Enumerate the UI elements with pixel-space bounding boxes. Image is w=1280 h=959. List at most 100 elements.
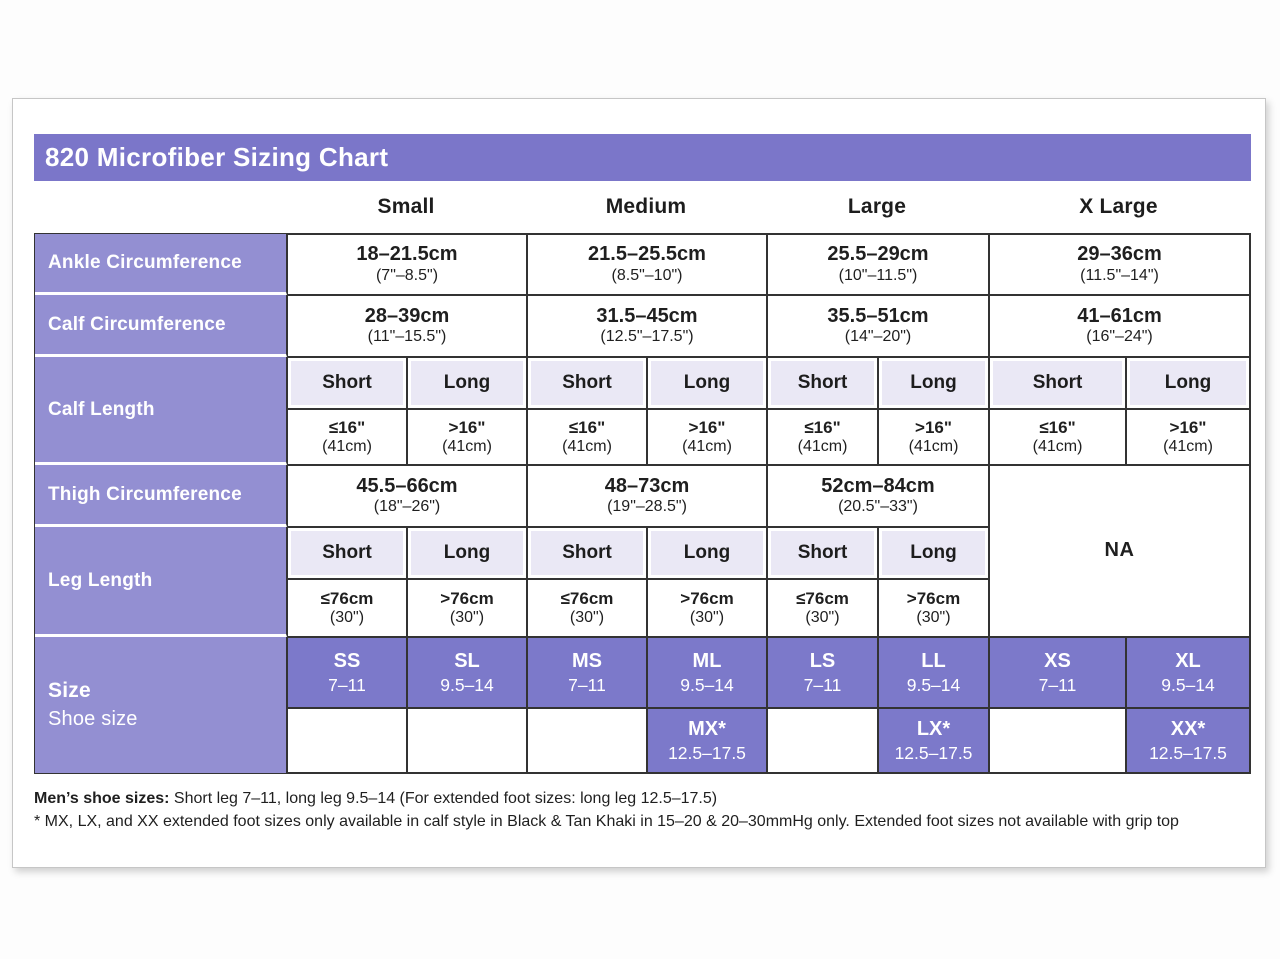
size-code: LL [921,650,946,673]
value-sub: (41cm) [797,437,848,455]
thigh-small-cell: 45.5–66cm (18"–26") [287,465,527,527]
calf-length-subheader-5: Long [878,357,989,409]
extended-size-empty-cell [767,708,878,773]
size-cell-xs: XS 7–11 [989,637,1126,708]
value-main: >76cm [680,588,734,608]
value-sub: (41cm) [908,437,959,455]
value-main: >16" [915,417,952,437]
leg-length-value-5: >76cm (30") [878,579,989,637]
leg-length-subheader-3: Long [647,527,767,579]
calf-circumference-x-large-cell: 41–61cm (16"–24") [989,295,1250,357]
size-header-row: Small Medium Large X Large [34,181,1251,233]
value-in: (18"–26") [373,498,441,516]
leg-length-value-2: ≤76cm (30") [527,579,647,637]
calf-length-subheader-0: Short [287,357,407,409]
shoe-size-range: 7–11 [328,675,366,696]
value-in: (7"–8.5") [375,266,439,284]
calf-length-value-2: ≤16" (41cm) [527,409,647,465]
value-in: (8.5"–10") [611,266,683,284]
calf-length-value-6: ≤16" (41cm) [989,409,1126,465]
extended-size-empty-cell [989,708,1126,773]
value-cm: 48–73cm [604,474,690,497]
size-code: XL [1175,650,1201,673]
value-in: (16"–24") [1086,328,1153,346]
sizing-chart-card: 820 Microfiber Sizing Chart Small Medium… [12,98,1266,868]
size-cell-ms: MS 7–11 [527,637,647,708]
shoe-size-range: 12.5–17.5 [668,743,746,764]
calf-length-value-5: >16" (41cm) [878,409,989,465]
value-cm: 35.5–51cm [827,304,929,327]
shoe-size-range: 12.5–17.5 [894,743,973,764]
ankle-small-cell: 18–21.5cm (7"–8.5") [287,234,527,295]
calf-length-value-3: >16" (41cm) [647,409,767,465]
leg-length-value-3: >76cm (30") [647,579,767,637]
shoe-size-range: 9.5–14 [906,675,961,696]
value-main: ≤16" [804,417,841,437]
size-code: SL [454,650,480,673]
value-in: (12.5"–17.5") [600,328,694,346]
row-label-ankle-circumference: Ankle Circumference [35,234,287,295]
thigh-large-cell: 52cm–84cm (20.5"–33") [767,465,989,527]
leg-length-subheader-4: Short [767,527,878,579]
title-bar: 820 Microfiber Sizing Chart [34,134,1251,181]
ankle-medium-cell: 21.5–25.5cm (8.5"–10") [527,234,767,295]
value-sub: (30") [569,608,605,626]
extended-size-cell-mx: MX* 12.5–17.5 [647,708,767,773]
extended-size-empty-cell [407,708,527,773]
value-sub: (41cm) [1032,437,1083,455]
size-cell-sl: SL 9.5–14 [407,637,527,708]
ankle-x-large-cell: 29–36cm (11.5"–14") [989,234,1250,295]
value-main: >76cm [440,588,494,608]
value-cm: 18–21.5cm [356,243,458,266]
size-code: ML [692,650,722,673]
value-cm: 21.5–25.5cm [588,243,706,266]
value-in: (20.5"–33") [838,498,918,516]
value-sub: (30") [689,608,725,626]
size-cell-ml: ML 9.5–14 [647,637,767,708]
size-code: MX* [688,718,726,741]
shoe-size-range: 9.5–14 [440,675,494,696]
value-main: ≤76cm [560,588,614,608]
size-code: XX* [1170,718,1206,741]
footnote-line1-rest: Short leg 7–11, long leg 9.5–14 (For ext… [169,790,718,807]
shoe-size-range: 9.5–14 [680,675,734,696]
extended-size-empty-cell [287,708,407,773]
column-header-x-large: X Large [1079,195,1158,218]
value-sub: (41cm) [562,437,612,455]
column-header-large: Large [847,195,907,218]
size-code: MS [572,650,602,673]
shoe-size-range: 7–11 [803,675,842,696]
value-cm: 45.5–66cm [356,474,458,497]
row-label-calf-circumference: Calf Circumference [35,295,287,357]
thigh-medium-cell: 48–73cm (19"–28.5") [527,465,767,527]
value-sub: (41cm) [322,437,372,455]
calf-length-subheader-7: Long [1126,357,1250,409]
row-label-calf-length: Calf Length [35,357,287,465]
sizing-table: Ankle Circumference Calf Circumference C… [34,233,1251,774]
calf-length-subheader-4: Short [767,357,878,409]
leg-length-value-4: ≤76cm (30") [767,579,878,637]
value-cm: 41–61cm [1077,304,1162,327]
shoe-size-range: 9.5–14 [1161,675,1215,696]
calf-length-subheader-3: Long [647,357,767,409]
value-cm: 31.5–45cm [596,304,698,327]
value-sub: (41cm) [682,437,732,455]
size-code: LX* [916,718,951,741]
size-code: XS [1044,650,1071,673]
leg-length-subheader-1: Long [407,527,527,579]
value-in: (14"–20") [844,328,912,346]
size-cell-ss: SS 7–11 [287,637,407,708]
value-sub: (41cm) [442,437,492,455]
value-main: >76cm [906,588,961,608]
value-main: >16" [448,417,486,437]
value-sub: (41cm) [1163,437,1213,455]
size-label-line2: Shoe size [48,708,138,730]
value-in: (19"–28.5") [607,498,687,516]
leg-length-value-1: >76cm (30") [407,579,527,637]
size-cell-ls: LS 7–11 [767,637,878,708]
leg-length-subheader-5: Long [878,527,989,579]
ankle-large-cell: 25.5–29cm (10"–11.5") [767,234,989,295]
na-text: NA [1104,539,1135,562]
calf-length-subheader-1: Long [407,357,527,409]
page-title: 820 Microfiber Sizing Chart [45,142,389,172]
